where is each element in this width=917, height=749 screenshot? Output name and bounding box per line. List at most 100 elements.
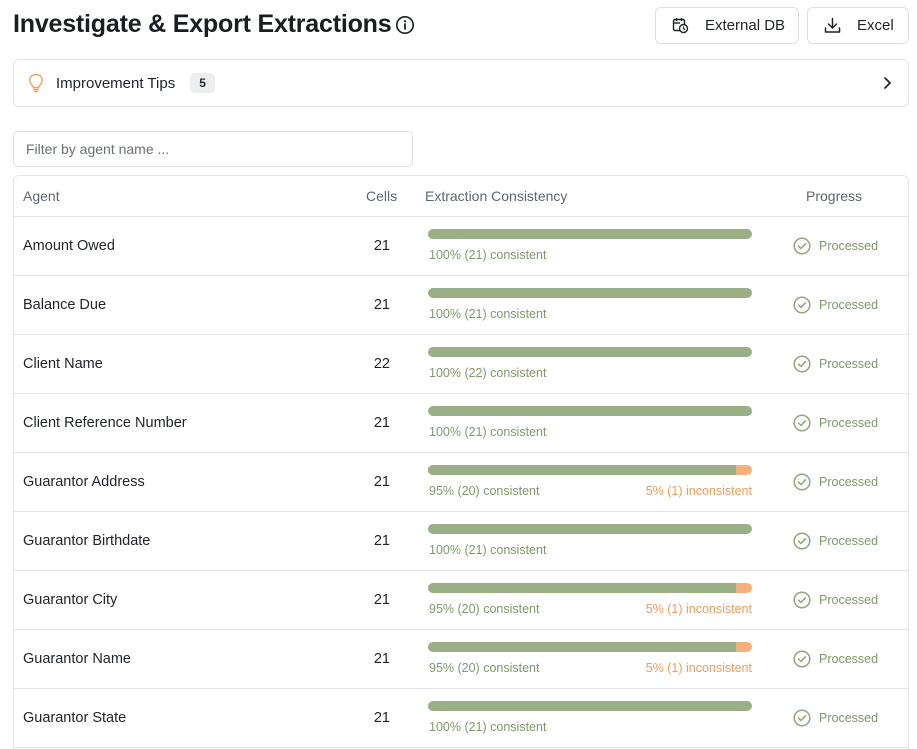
- consistent-text: 95% (20) consistent: [429, 484, 540, 498]
- table-row[interactable]: Client Name 22 100% (22) consistent Proc…: [14, 335, 908, 394]
- progress-status: Processed: [793, 709, 878, 727]
- progress-status: Processed: [793, 355, 878, 373]
- table-row[interactable]: Balance Due 21 100% (21) consistent Proc…: [14, 276, 908, 335]
- cells-count: 21: [373, 474, 390, 490]
- inconsistent-text: 5% (1) inconsistent: [645, 661, 752, 675]
- excel-label: Excel: [857, 17, 894, 34]
- consistency-bar-fill: [428, 583, 736, 593]
- table-row[interactable]: Guarantor Name 21 95% (20) consistent 5%…: [14, 630, 908, 689]
- progress-status: Processed: [793, 237, 878, 255]
- cells-count: 21: [373, 533, 390, 549]
- cells-count: 21: [373, 297, 390, 313]
- cells-count: 21: [373, 415, 390, 431]
- consistent-text: 100% (21) consistent: [429, 543, 547, 557]
- agent-name: Guarantor State: [23, 710, 127, 726]
- consistent-text: 100% (21) consistent: [429, 720, 547, 734]
- progress-status: Processed: [793, 591, 878, 609]
- consistent-text: 100% (21) consistent: [429, 248, 547, 262]
- progress-label: Processed: [819, 475, 879, 489]
- improvement-tips-count-badge: 5: [190, 73, 215, 93]
- inconsistent-text: 5% (1) inconsistent: [645, 484, 752, 498]
- check-circle-icon: [793, 709, 811, 727]
- page-header: Investigate & Export Extractions Externa…: [13, 6, 909, 46]
- consistency-bar: [428, 347, 752, 357]
- agent-name: Guarantor Address: [23, 474, 145, 490]
- external-db-label: External DB: [705, 17, 786, 34]
- progress-label: Processed: [819, 711, 879, 725]
- check-circle-icon: [793, 591, 811, 609]
- lightbulb-icon: [29, 73, 43, 93]
- column-header-cells[interactable]: Cells: [366, 188, 398, 204]
- improvement-tips-label: Improvement Tips: [56, 74, 176, 92]
- progress-status: Processed: [793, 414, 878, 432]
- check-circle-icon: [793, 296, 811, 314]
- progress-status: Processed: [793, 650, 878, 668]
- cells-count: 21: [373, 651, 390, 667]
- progress-label: Processed: [819, 298, 879, 312]
- consistent-text: 95% (20) consistent: [429, 602, 540, 616]
- improvement-tips-panel[interactable]: Improvement Tips 5: [13, 59, 909, 107]
- page-title: Investigate & Export Extractions: [13, 10, 392, 38]
- progress-label: Processed: [819, 534, 879, 548]
- consistency-bar-fill: [428, 642, 736, 652]
- agent-name: Balance Due: [23, 297, 107, 313]
- cells-count: 21: [373, 238, 390, 254]
- consistency-bar-fill: [428, 701, 752, 711]
- column-header-progress[interactable]: Progress: [806, 188, 863, 204]
- progress-status: Processed: [793, 473, 878, 491]
- table-body: Amount Owed 21 100% (21) consistent Proc…: [14, 217, 908, 748]
- check-circle-icon: [793, 473, 811, 491]
- consistent-text: 100% (21) consistent: [429, 307, 547, 321]
- progress-label: Processed: [819, 593, 879, 607]
- table-header: Agent Cells Extraction Consistency Progr…: [14, 176, 908, 217]
- external-db-button[interactable]: External DB: [655, 7, 799, 44]
- progress-label: Processed: [819, 357, 879, 371]
- excel-button[interactable]: Excel: [807, 7, 909, 44]
- table-row[interactable]: Guarantor Birthdate 21 100% (21) consist…: [14, 512, 908, 571]
- consistency-bar-fill: [428, 524, 752, 534]
- progress-label: Processed: [819, 239, 879, 253]
- info-icon[interactable]: [395, 15, 415, 35]
- agent-name: Amount Owed: [23, 238, 115, 254]
- cells-count: 21: [373, 592, 390, 608]
- download-icon: [824, 17, 841, 33]
- consistency-bar-fill: [428, 465, 736, 475]
- check-circle-icon: [793, 237, 811, 255]
- consistency-bar: [428, 229, 752, 239]
- cells-count: 21: [373, 710, 390, 726]
- consistency-bar: [428, 465, 752, 475]
- consistency-bar: [428, 406, 752, 416]
- progress-status: Processed: [793, 296, 878, 314]
- consistency-bar: [428, 701, 752, 711]
- check-circle-icon: [793, 414, 811, 432]
- table-row[interactable]: Guarantor Address 21 95% (20) consistent…: [14, 453, 908, 512]
- consistency-bar-fill: [428, 229, 752, 239]
- table-row[interactable]: Amount Owed 21 100% (21) consistent Proc…: [14, 217, 908, 276]
- consistency-bar-fill: [428, 347, 752, 357]
- agent-filter-input[interactable]: [13, 131, 413, 167]
- progress-label: Processed: [819, 652, 879, 666]
- agent-name: Client Reference Number: [23, 415, 187, 431]
- column-header-consistency[interactable]: Extraction Consistency: [425, 188, 568, 204]
- progress-status: Processed: [793, 532, 878, 550]
- consistency-bar: [428, 583, 752, 593]
- agent-name: Guarantor Name: [23, 651, 131, 667]
- column-header-agent[interactable]: Agent: [23, 188, 60, 204]
- consistent-text: 100% (22) consistent: [429, 366, 547, 380]
- consistency-bar: [428, 288, 752, 298]
- check-circle-icon: [793, 355, 811, 373]
- consistency-bar: [428, 642, 752, 652]
- table-row[interactable]: Guarantor State 21 100% (21) consistent …: [14, 689, 908, 748]
- consistency-bar-fill: [428, 288, 752, 298]
- agent-name: Client Name: [23, 356, 103, 372]
- inconsistent-text: 5% (1) inconsistent: [645, 602, 752, 616]
- chevron-right-icon[interactable]: [882, 76, 892, 90]
- consistent-text: 95% (20) consistent: [429, 661, 540, 675]
- table-row[interactable]: Guarantor City 21 95% (20) consistent 5%…: [14, 571, 908, 630]
- agent-name: Guarantor City: [23, 592, 118, 608]
- check-circle-icon: [793, 532, 811, 550]
- table-row[interactable]: Client Reference Number 21 100% (21) con…: [14, 394, 908, 453]
- check-circle-icon: [793, 650, 811, 668]
- consistency-bar-fill: [428, 406, 752, 416]
- calendar-clock-icon: [672, 18, 689, 34]
